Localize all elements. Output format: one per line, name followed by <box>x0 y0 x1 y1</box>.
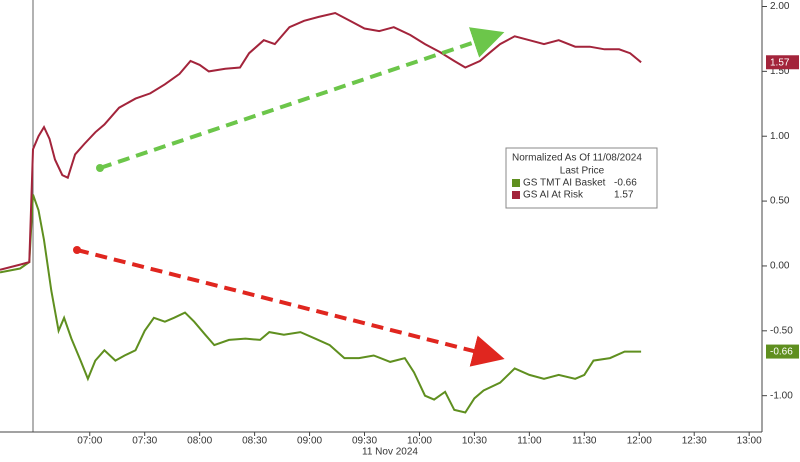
x-tick-label: 09:30 <box>352 436 377 447</box>
legend-swatch <box>512 191 520 199</box>
x-tick-label: 11:30 <box>572 436 597 447</box>
x-tick-label: 09:00 <box>297 436 322 447</box>
last-price-box <box>766 344 799 359</box>
last-price-label: -0.66 <box>770 347 793 358</box>
legend-subtitle: Last Price <box>560 166 605 177</box>
legend-value: 1.57 <box>614 190 634 201</box>
x-tick-label: 11:00 <box>517 436 542 447</box>
arrow-start <box>73 246 81 254</box>
y-tick-label: 2.00 <box>770 1 790 12</box>
y-tick-label: 1.50 <box>770 66 790 77</box>
arrow-start <box>96 164 104 172</box>
date-label: 11 Nov 2024 <box>362 447 418 458</box>
legend-label: GS TMT AI Basket <box>523 178 606 189</box>
x-tick-label: 07:00 <box>77 436 102 447</box>
y-tick-label: 0.00 <box>770 261 790 272</box>
x-tick-label: 10:00 <box>407 436 432 447</box>
x-tick-label: 08:00 <box>187 436 212 447</box>
x-tick-label: 12:00 <box>627 436 652 447</box>
y-tick-label: -1.00 <box>770 390 793 401</box>
x-tick-label: 13:00 <box>737 436 762 447</box>
trend-arrow-up <box>99 27 505 170</box>
legend-label: GS AI At Risk <box>523 190 584 201</box>
x-tick-label: 08:30 <box>242 436 267 447</box>
legend-value: -0.66 <box>614 178 637 189</box>
last-price-box <box>766 55 799 70</box>
legend: Normalized As Of 11/08/2024 Last Price <box>505 147 658 209</box>
x-tick-label: 12:30 <box>682 436 707 447</box>
last-price-label: 1.57 <box>770 57 790 68</box>
legend-box <box>505 147 658 209</box>
trend-arrow-down <box>76 248 505 367</box>
y-tick-label: -0.50 <box>770 325 793 336</box>
y-tick-label: 0.50 <box>770 196 790 207</box>
legend-swatch <box>512 179 520 187</box>
series-line <box>0 194 642 414</box>
x-tick-label: 07:30 <box>132 436 157 447</box>
plot <box>0 11 642 414</box>
legend-title: Normalized As Of 11/08/2024 <box>512 153 642 164</box>
x-tick-label: 10:30 <box>462 436 487 447</box>
series-line <box>0 11 642 271</box>
y-tick-label: 1.00 <box>770 131 790 142</box>
